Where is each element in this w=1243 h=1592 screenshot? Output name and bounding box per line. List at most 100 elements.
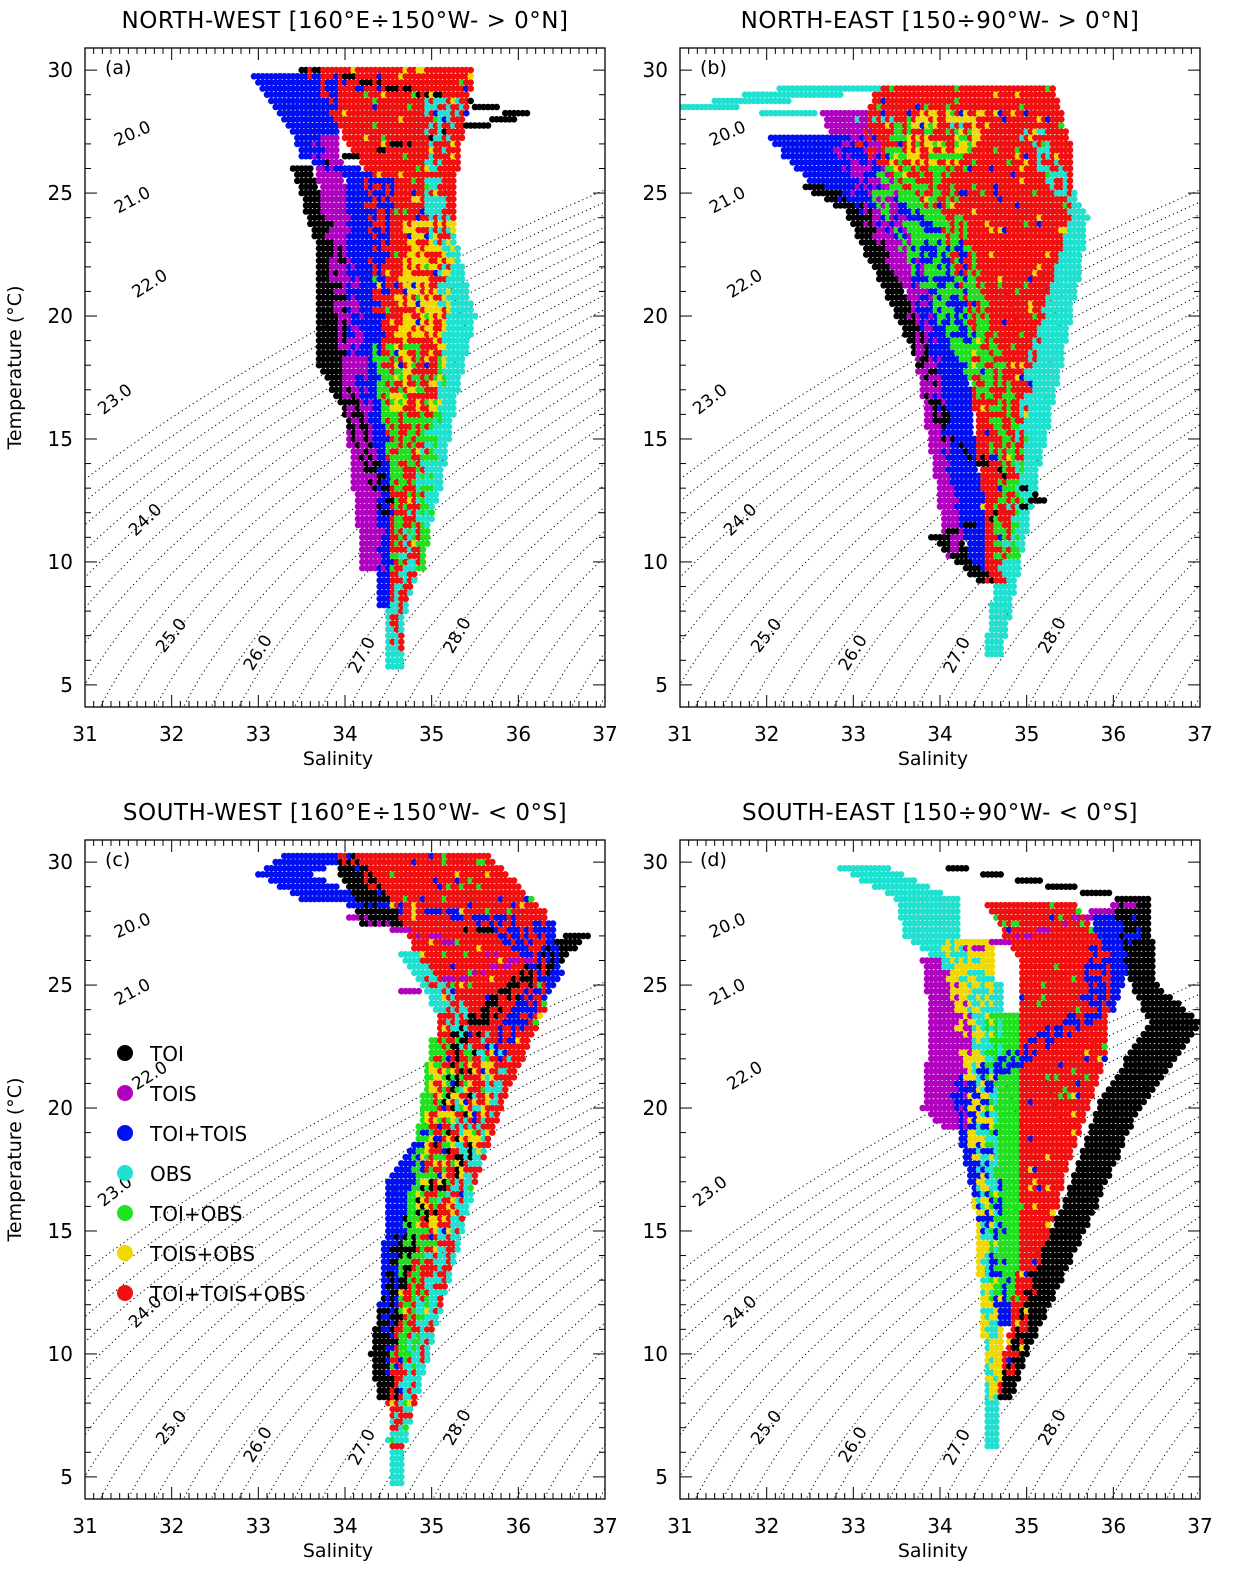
data-point — [398, 663, 405, 670]
panel-b: 20.021.022.023.024.025.0 26.0 27.0 28.031 32… — [643, 8, 1243, 770]
data-point — [333, 146, 340, 154]
data-point — [1062, 331, 1069, 338]
data-point — [454, 251, 462, 258]
data-point — [424, 521, 431, 529]
contour-label: 24.0 — [720, 500, 761, 541]
data-point — [432, 497, 440, 504]
data-point — [333, 128, 340, 135]
data-point — [1079, 220, 1087, 228]
data-point — [402, 601, 410, 609]
data-point — [454, 386, 462, 394]
isopycnal-line — [1221, 46, 1243, 710]
data-point — [997, 644, 1004, 652]
isopycnal-line — [1166, 651, 1200, 707]
contour-label: 28.0 — [440, 614, 476, 657]
data-point — [1036, 460, 1043, 467]
data-point — [437, 466, 444, 474]
data-point — [450, 171, 457, 178]
data-point — [967, 423, 974, 431]
data-point — [463, 294, 470, 301]
data-point — [510, 116, 518, 123]
data-point — [1036, 448, 1043, 455]
data-point — [1045, 417, 1052, 424]
data-point — [307, 171, 314, 178]
y-axis-label: Temperature (°C) — [4, 286, 26, 451]
data-point — [454, 146, 462, 154]
x-tick-label: 36 — [506, 722, 531, 746]
data-point — [463, 109, 470, 117]
y-tick-label: 5 — [60, 673, 73, 697]
data-point — [398, 613, 405, 621]
data-point — [333, 134, 340, 142]
data-point — [398, 638, 405, 646]
ticks — [84, 48, 606, 707]
data-point — [1040, 429, 1048, 437]
data-point — [1075, 251, 1082, 258]
data-point — [441, 441, 449, 449]
data-point — [967, 417, 974, 424]
data-point — [450, 177, 457, 185]
data-point — [463, 349, 470, 357]
contour-label: 20.0 — [706, 117, 749, 151]
data-point — [493, 103, 501, 111]
data-point — [307, 165, 314, 172]
data-point — [1019, 534, 1026, 541]
data-point — [1062, 337, 1069, 344]
data-point — [419, 564, 427, 572]
data-point — [1040, 441, 1048, 449]
data-point — [424, 540, 431, 547]
data-point — [463, 343, 470, 351]
data-point — [354, 165, 362, 172]
data-point — [1058, 343, 1065, 351]
data-point — [1006, 607, 1013, 615]
data-point — [1075, 269, 1082, 277]
data-point — [450, 214, 457, 221]
data-point — [467, 300, 475, 308]
data-point — [1084, 214, 1091, 221]
data-point — [337, 159, 345, 166]
data-point — [962, 380, 970, 387]
panel-label: (a) — [105, 57, 131, 79]
data-point — [1023, 521, 1030, 529]
x-tick-label: 33 — [246, 722, 271, 746]
data-point — [450, 208, 457, 215]
isopycnal-line — [1055, 530, 1200, 707]
data-point — [1062, 325, 1069, 332]
data-point — [1001, 620, 1009, 627]
data-point — [1010, 577, 1017, 584]
data-point — [1045, 411, 1052, 418]
data-point — [1023, 527, 1030, 535]
data-point — [454, 152, 462, 160]
y-tick-label: 10 — [48, 550, 73, 574]
data-point — [1006, 601, 1013, 609]
data-point — [450, 411, 457, 418]
data-point — [467, 318, 475, 326]
x-tick-label: 32 — [159, 722, 184, 746]
data-point — [398, 657, 405, 664]
data-point — [1032, 472, 1039, 480]
y-tick-label: 25 — [48, 181, 73, 205]
data-point — [458, 355, 466, 363]
contour-label: 23.0 — [94, 380, 136, 419]
data-point — [1071, 282, 1078, 289]
data-point — [458, 116, 466, 123]
contour-label: 23.0 — [689, 380, 731, 419]
data-point — [419, 552, 427, 560]
data-point — [1027, 503, 1035, 510]
y-tick-label: 20 — [48, 304, 73, 328]
data-point — [471, 312, 479, 320]
data-point — [1036, 454, 1043, 461]
data-point — [1049, 392, 1056, 400]
data-point — [467, 306, 475, 314]
data-point — [484, 122, 492, 129]
data-point — [450, 239, 457, 246]
data-point — [967, 411, 974, 418]
panel-title: NORTH-WEST [160°E÷150°W- > 0°N] — [122, 8, 569, 34]
data-points — [250, 66, 531, 670]
data-point — [997, 650, 1004, 658]
panel-a: 20.021.022.023.024.025.0 26.0 27.0 28.031 32… — [4, 8, 618, 770]
data-point — [445, 435, 453, 443]
data-point — [1032, 466, 1039, 474]
data-point — [450, 220, 457, 228]
x-tick-label: 31 — [72, 722, 97, 746]
